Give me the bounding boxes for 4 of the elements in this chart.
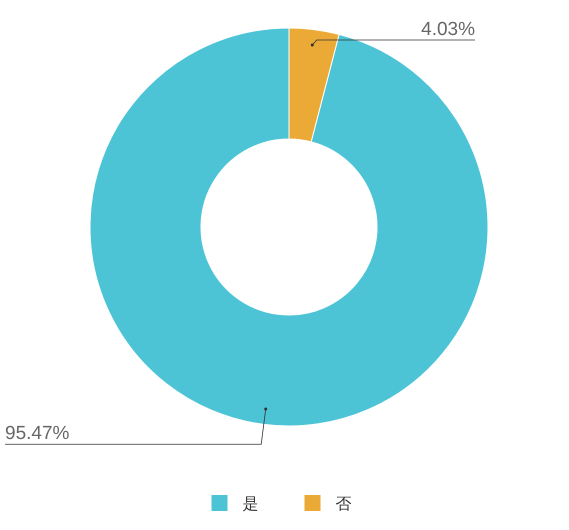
legend-label: 否: [336, 496, 352, 513]
data-label: 4.03%: [421, 19, 476, 40]
data-label: 95.47%: [5, 423, 70, 444]
legend-label: 是: [242, 496, 258, 513]
